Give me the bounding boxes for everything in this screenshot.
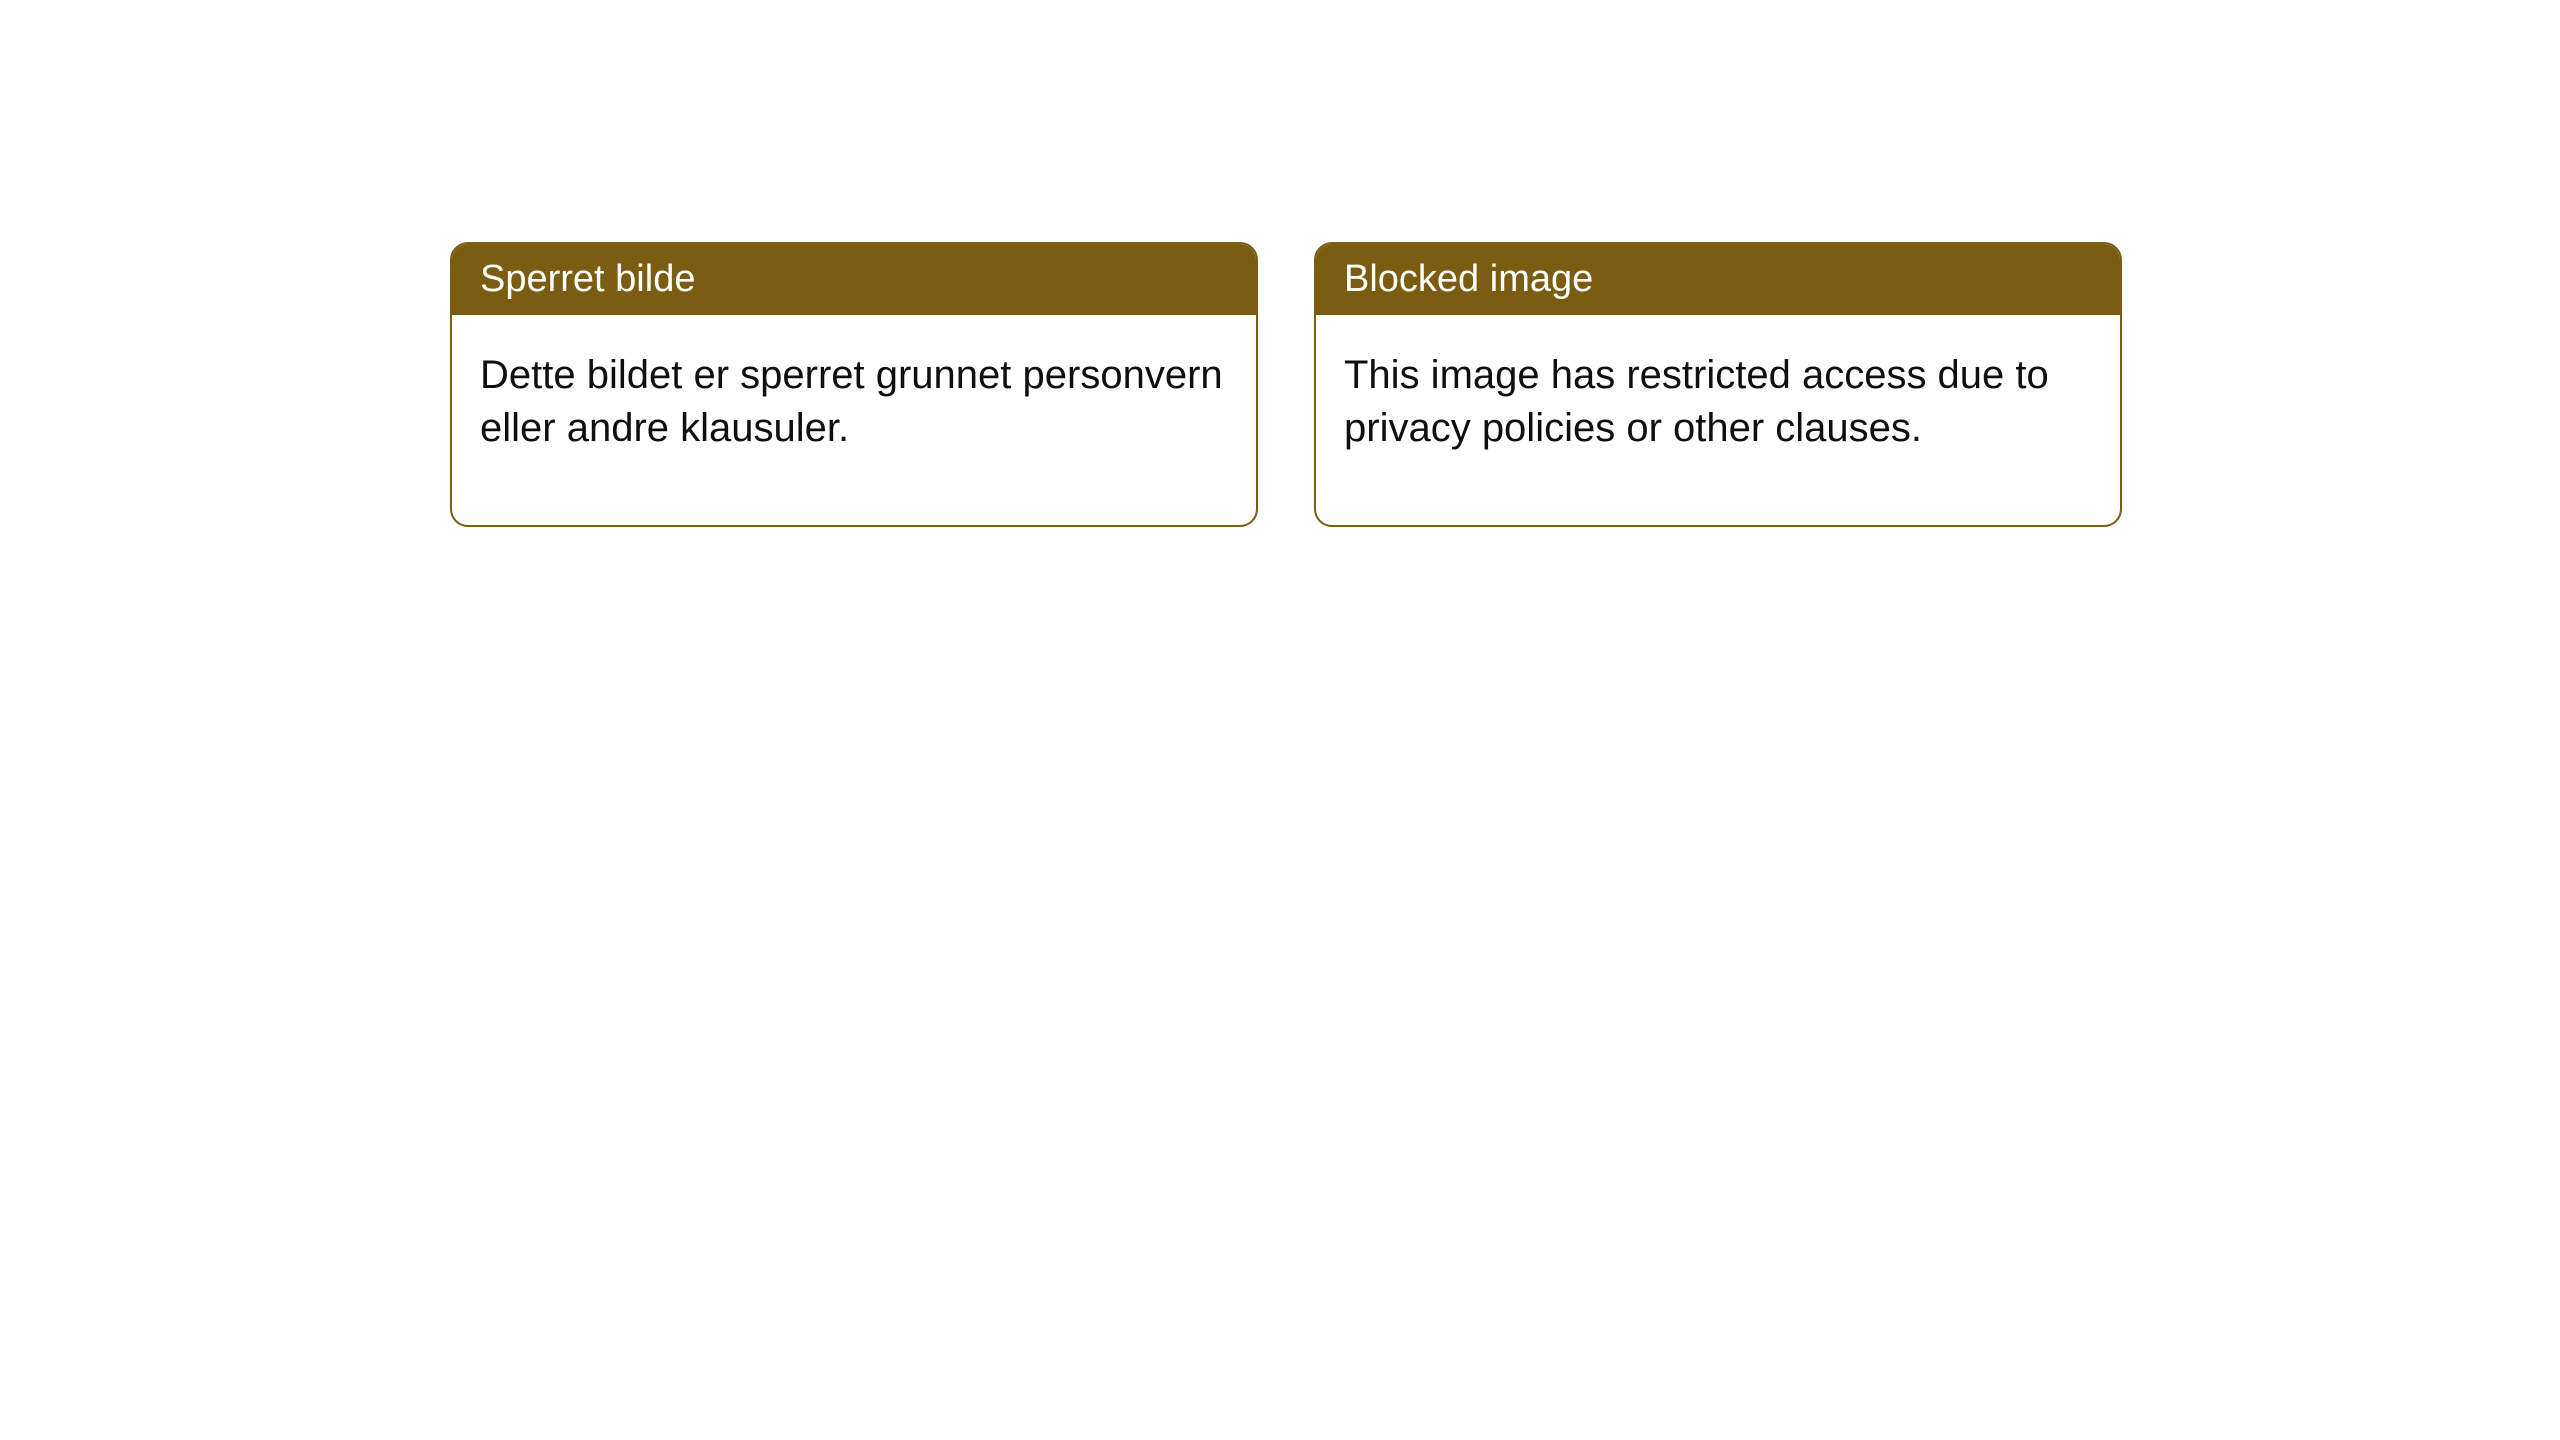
card-header: Sperret bilde xyxy=(452,244,1256,315)
card-header: Blocked image xyxy=(1316,244,2120,315)
notice-container: Sperret bilde Dette bildet er sperret gr… xyxy=(0,0,2560,527)
card-body: This image has restricted access due to … xyxy=(1316,315,2120,525)
card-body: Dette bildet er sperret grunnet personve… xyxy=(452,315,1256,525)
notice-card-norwegian: Sperret bilde Dette bildet er sperret gr… xyxy=(450,242,1258,527)
card-body-text: This image has restricted access due to … xyxy=(1344,353,2049,450)
notice-card-english: Blocked image This image has restricted … xyxy=(1314,242,2122,527)
card-title: Blocked image xyxy=(1344,258,1593,300)
card-title: Sperret bilde xyxy=(480,258,695,300)
card-body-text: Dette bildet er sperret grunnet personve… xyxy=(480,353,1223,450)
